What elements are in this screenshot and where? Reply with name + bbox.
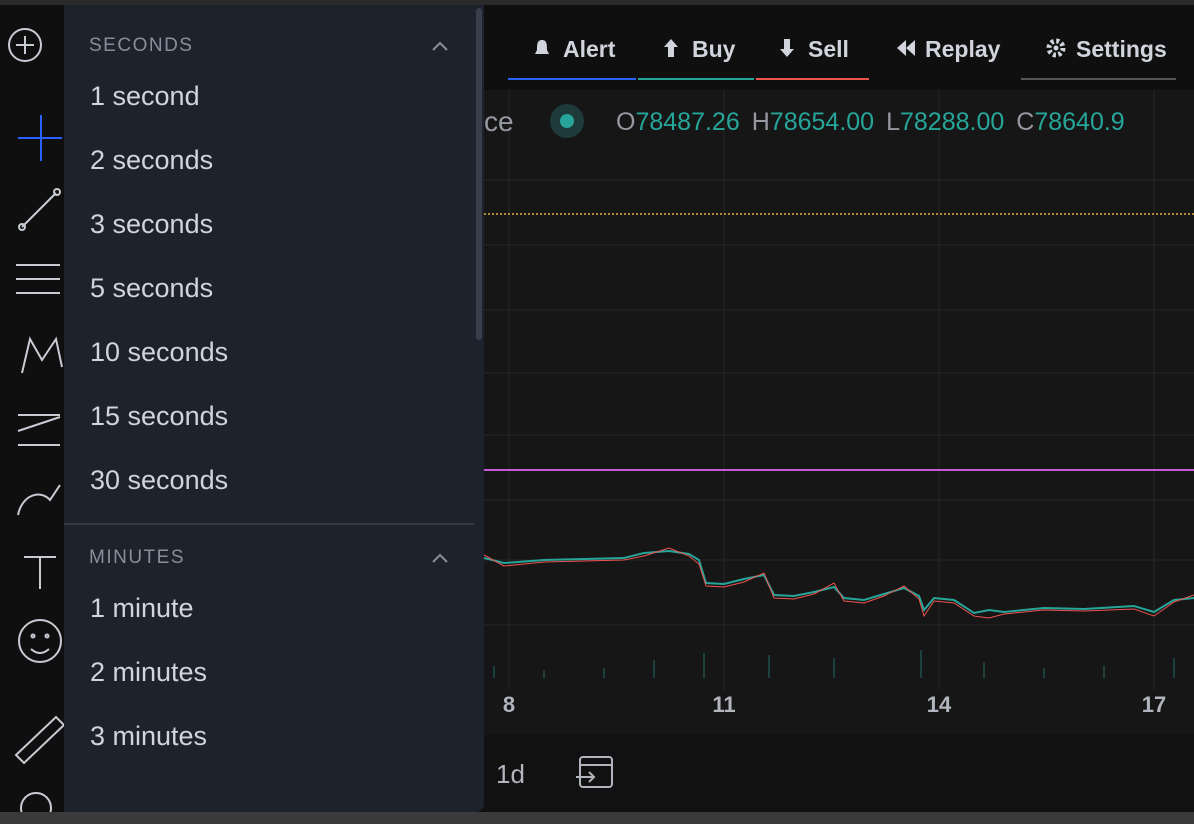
x-tick-label: 17 bbox=[1141, 692, 1167, 717]
tab-underline bbox=[638, 78, 754, 80]
button-icon bbox=[780, 39, 794, 57]
button-icon bbox=[535, 40, 549, 56]
time-axis: 8 11 14 17 bbox=[484, 692, 1194, 724]
interval-option[interactable]: 1 minute bbox=[90, 593, 194, 623]
button-icon bbox=[897, 40, 915, 56]
button-label: Settings bbox=[1076, 36, 1167, 62]
ohlc-value: 78288.00 bbox=[899, 108, 1005, 136]
collapse-chevron[interactable] bbox=[431, 551, 449, 569]
chart-area bbox=[484, 90, 1194, 735]
ohlc-value: 78654.00 bbox=[769, 108, 875, 136]
interval-option[interactable]: 10 seconds bbox=[90, 337, 229, 367]
range-button[interactable]: 1d bbox=[496, 759, 525, 789]
ohlc-values: O78487.26 H78654.00 L78288.00 C78640.9 bbox=[616, 108, 1137, 137]
drawing-tools bbox=[8, 28, 66, 824]
toolbar-button[interactable]: Replay bbox=[897, 31, 1001, 67]
button-label: Buy bbox=[692, 36, 736, 62]
interval-option[interactable]: 3 seconds bbox=[90, 209, 214, 239]
interval-option[interactable]: 2 seconds bbox=[90, 145, 214, 175]
interval-option[interactable]: 2 minutes bbox=[90, 657, 208, 687]
section-title[interactable]: SECONDS bbox=[89, 35, 194, 56]
interval-option[interactable]: 30 seconds bbox=[90, 465, 229, 495]
status-dot-inner bbox=[560, 114, 574, 128]
interval-dropdown: SECONDS 1 second 2 seconds 3 seconds 5 secon… bbox=[64, 5, 484, 812]
button-icon bbox=[664, 39, 678, 57]
interval-option[interactable]: 5 seconds bbox=[90, 273, 214, 303]
grid bbox=[484, 90, 1194, 690]
x-tick-label: 14 bbox=[926, 692, 952, 717]
tab-underline bbox=[756, 78, 869, 80]
tab-underline bbox=[1021, 78, 1176, 80]
ohlc-value: 78640.9 bbox=[1034, 108, 1125, 136]
section-divider bbox=[64, 523, 474, 525]
symbol-name: ce bbox=[484, 106, 514, 137]
toolbar-button[interactable]: Sell bbox=[780, 31, 849, 67]
x-tick-label: 11 bbox=[712, 692, 736, 717]
goto-date-icon[interactable] bbox=[576, 753, 616, 791]
drawing-toolbar bbox=[0, 5, 66, 824]
interval-option[interactable]: 3 minutes bbox=[90, 721, 208, 751]
ohlc-label: O bbox=[616, 108, 636, 136]
button-label: Sell bbox=[808, 36, 849, 62]
section-title[interactable]: MINUTES bbox=[89, 547, 185, 568]
button-icon bbox=[1046, 38, 1066, 58]
chart-canvas bbox=[484, 90, 1194, 690]
ohlc-label: H bbox=[751, 108, 770, 136]
toolbar-button[interactable]: Buy bbox=[664, 31, 736, 67]
toolbar-button[interactable]: Alert bbox=[535, 31, 616, 67]
toolbar-button[interactable]: Settings bbox=[1046, 31, 1167, 67]
status-strip bbox=[0, 812, 1194, 824]
button-label: Replay bbox=[925, 36, 1001, 62]
interval-option[interactable]: 1 second bbox=[90, 81, 200, 111]
button-label: Alert bbox=[563, 36, 616, 62]
price-series-shadow bbox=[484, 547, 1194, 619]
ohlc-legend: ce O78487.26 H78654.00 L78288.00 C78640.9 bbox=[484, 104, 1194, 144]
ohlc-label: C bbox=[1016, 108, 1035, 136]
interval-option[interactable]: 15 seconds bbox=[90, 401, 229, 431]
x-tick-label: 8 bbox=[502, 692, 516, 717]
collapse-chevron[interactable] bbox=[431, 39, 449, 57]
scrollbar[interactable] bbox=[476, 8, 482, 340]
bottom-toolbar: 1d bbox=[484, 735, 1194, 812]
volume-bars bbox=[493, 650, 1175, 678]
ohlc-value: 78487.26 bbox=[635, 108, 740, 136]
ohlc-label: L bbox=[886, 108, 900, 136]
tab-underline bbox=[508, 78, 636, 80]
